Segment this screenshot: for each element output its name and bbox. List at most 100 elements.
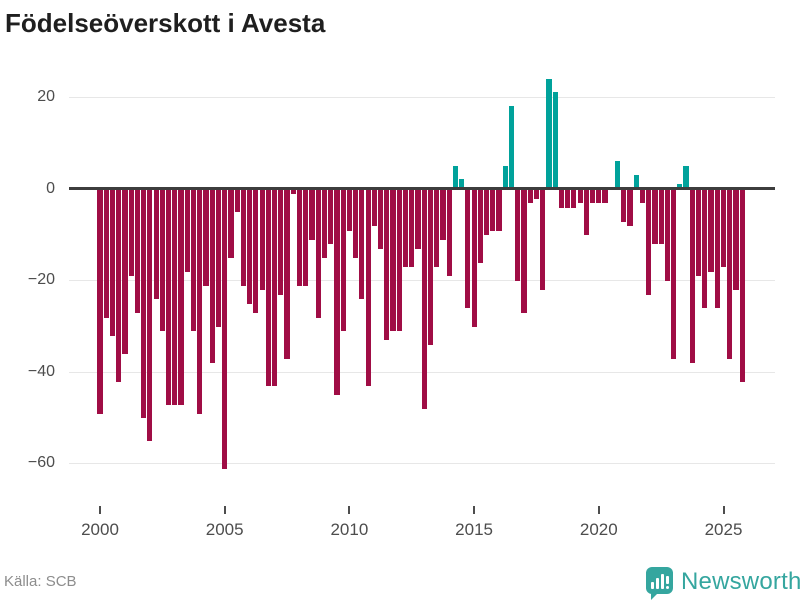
bar-negative [527,189,533,204]
bar-negative [515,189,521,281]
bar-negative [328,189,334,245]
bar-negative [540,189,546,291]
bar-negative [739,189,745,382]
bar-negative [477,189,483,263]
bar-chart-speech-bubble-icon [646,567,673,594]
bar-negative [708,189,714,272]
bar-negative [377,189,384,249]
x-axis-label: 2005 [205,520,244,539]
bar-negative [689,189,695,364]
bar-negative [427,189,434,346]
bar-negative [290,189,296,195]
bar-negative [483,189,490,236]
bar-negative [165,189,172,405]
bar-negative [621,189,627,222]
page-title: Födelseöverskott i Avesta [5,8,326,38]
bar-negative [296,189,303,286]
bar-negative [440,189,446,240]
x-axis-tick [473,506,476,514]
bar-negative [303,189,309,286]
x-axis-label: 2020 [579,520,618,539]
bar-negative [203,189,209,286]
bar-negative [434,189,440,268]
x-axis-tick [223,506,226,514]
bar-negative [446,189,452,277]
y-axis-label: −40 [27,362,55,380]
gridline [69,463,775,464]
bar-negative [365,189,371,387]
bar-negative [103,189,109,318]
bar-negative [141,189,147,419]
bar-negative [702,189,708,309]
bar-negative [178,189,184,405]
x-axis-tick [99,506,101,514]
y-axis-label: −20 [27,271,55,288]
bar-negative [271,189,278,387]
bar-negative [346,189,352,231]
bar-negative [664,189,670,281]
bar-negative [396,189,402,332]
bar-negative [97,189,103,414]
bar-negative [714,189,720,309]
bar-negative [234,189,240,213]
x-axis-tick [348,506,351,514]
bar-negative [109,189,116,336]
bar-negative [652,189,658,245]
bar-negative [671,189,677,359]
bar-negative [359,189,365,300]
bar-negative [521,189,527,314]
bar-negative [639,189,646,204]
source-label: Källa: SCB [4,573,77,590]
bar-negative [646,189,652,295]
bar-negative [309,189,315,240]
bar-negative [415,189,421,249]
bar-negative [471,189,477,327]
bar-negative [128,189,134,277]
bar-negative [134,189,140,314]
bar-negative [190,189,197,332]
bar-negative [284,189,290,359]
bar-negative [465,189,471,309]
bar-positive [677,183,683,189]
bar-negative [371,189,377,227]
bar-negative [209,189,215,364]
bar-negative [184,189,190,272]
bar-negative [353,189,359,259]
bar-negative [627,189,633,227]
x-axis-label: 2025 [704,520,743,539]
bar-negative [496,189,502,231]
bar-positive [683,165,689,189]
x-axis-label: 2015 [455,520,493,539]
x-axis-tick [597,506,600,514]
bar-positive [459,179,465,189]
bar-negative [402,189,409,268]
bar-positive [552,92,558,189]
bar-negative [583,189,589,236]
bar-negative [658,189,664,245]
gridline [69,97,775,98]
bar-negative [240,189,246,286]
bar-negative [321,189,328,259]
y-axis-label: 20 [37,88,55,105]
speech-bubble-tail [651,592,659,600]
bar-negative [159,189,165,332]
bar-negative [116,189,122,382]
bar-negative [695,189,702,277]
bar-positive [546,78,552,189]
bar-negative [409,189,415,268]
bar-negative [215,189,222,327]
bar-positive [633,174,639,189]
bar-negative [253,189,259,314]
bar-negative [602,189,608,204]
zero-axis-line [69,187,775,190]
bar-negative [565,189,571,208]
bar-negative [384,189,390,341]
bar-negative [490,189,496,231]
bar-negative [733,189,739,291]
x-axis-label: 2000 [81,520,119,539]
bar-negative [390,189,396,332]
bar-negative [228,189,234,259]
bar-positive [508,106,515,189]
bar-negative [122,189,128,355]
bar-positive [502,165,508,189]
